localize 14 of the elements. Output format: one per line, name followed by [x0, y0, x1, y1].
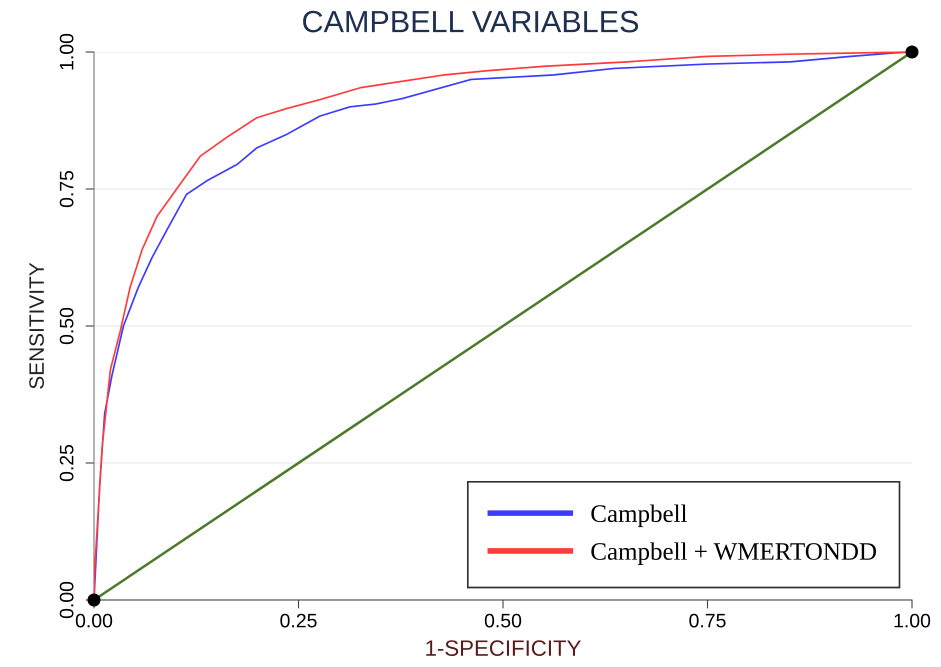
x-axis-title: 1-SPECIFICITY [426, 640, 581, 656]
y-tick-label: 0.25 [60, 444, 74, 482]
legend-label: Campbell [591, 504, 688, 528]
x-tick-label: 0.25 [280, 614, 317, 628]
legend-label: Campbell + WMERTONDD [591, 542, 876, 565]
x-tick-label: 0.75 [689, 614, 726, 628]
x-tick-label: 0.50 [484, 614, 522, 628]
y-axis-title: SENSITIVITY [29, 262, 44, 389]
x-tick-label: 0.00 [76, 614, 112, 628]
y-tick-label: 0.75 [60, 170, 74, 208]
y-tick-label: 1.00 [60, 34, 74, 70]
x-tick-label: 1.00 [894, 614, 930, 628]
y-tick-label: 0.50 [60, 308, 74, 344]
chart-title: CAMPBELL VARIABLES [303, 10, 638, 32]
